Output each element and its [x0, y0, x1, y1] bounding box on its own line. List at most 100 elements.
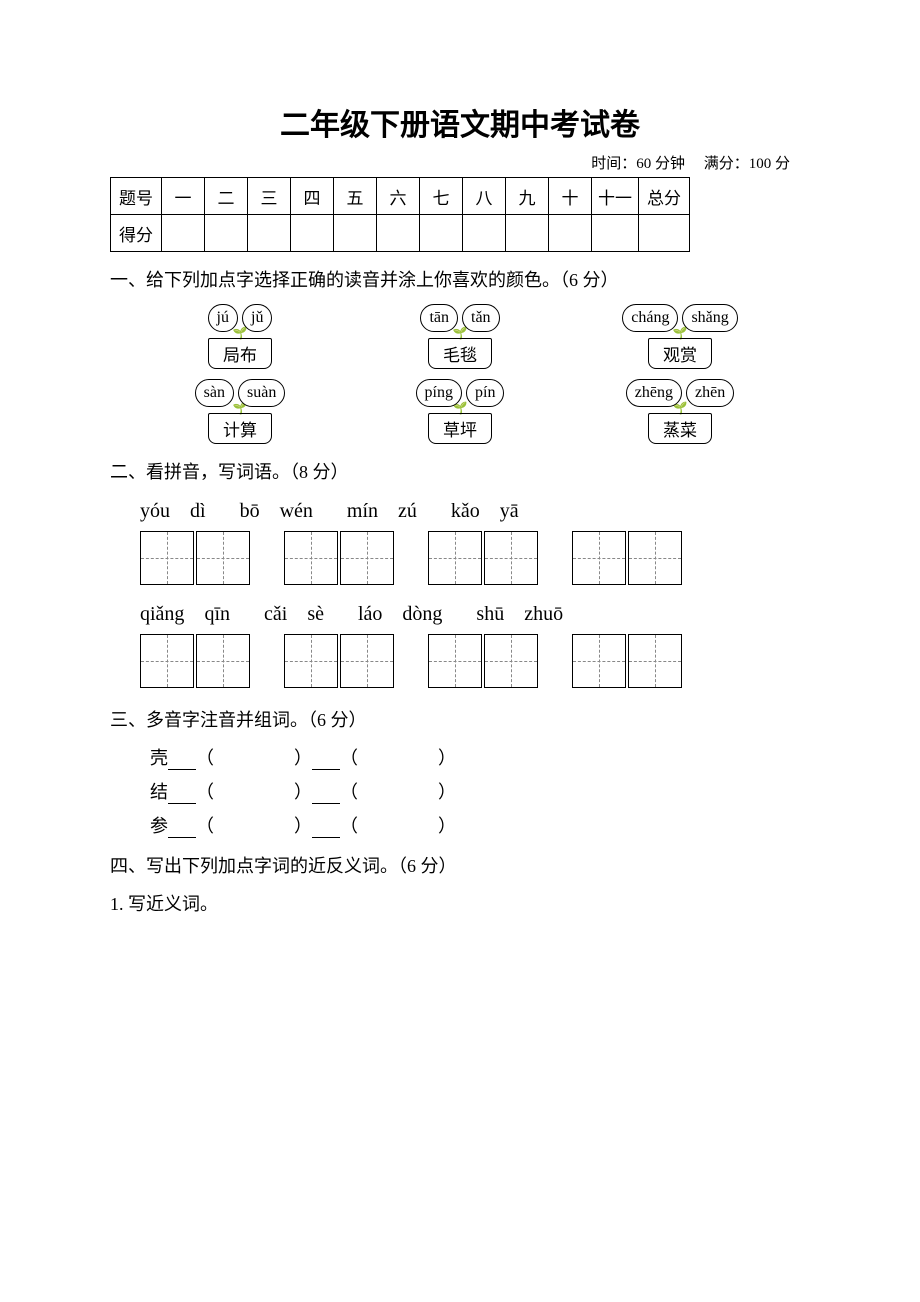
pinyin-syllable: shū	[476, 603, 504, 626]
q4-heading: 四、写出下列加点字词的近反义词。（6 分）	[110, 852, 810, 878]
row-label: 题号	[111, 178, 162, 215]
col-header: 六	[377, 178, 420, 215]
pinyin-syllable: yā	[500, 500, 519, 523]
tianzi-box[interactable]	[196, 531, 250, 585]
tianzi-box[interactable]	[196, 634, 250, 688]
pinyin-syllable: cǎi	[264, 603, 287, 626]
q4-sub1: 1. 写近义词。	[110, 890, 810, 916]
tianzi-box[interactable]	[284, 531, 338, 585]
pinyin-option[interactable]: suàn	[238, 379, 285, 407]
tianzi-box[interactable]	[572, 531, 626, 585]
tianzi-box[interactable]	[340, 531, 394, 585]
score-cell[interactable]	[420, 215, 463, 252]
score-cell[interactable]	[248, 215, 291, 252]
col-header: 八	[463, 178, 506, 215]
tianzi-group	[572, 531, 682, 585]
pinyin-option[interactable]: zhēn	[686, 379, 734, 407]
fullscore-label: 满分：100 分	[704, 156, 790, 172]
col-header: 总分	[639, 178, 690, 215]
col-header: 四	[291, 178, 334, 215]
table-row: 题号 一 二 三 四 五 六 七 八 九 十 十一 总分	[111, 178, 690, 215]
plant-stem-icon: 🌱	[233, 330, 248, 336]
word-label: 观赏	[648, 338, 712, 369]
pinyin-option[interactable]: zhēng	[626, 379, 682, 407]
q1-heading: 一、给下列加点字选择正确的读音并涂上你喜欢的颜色。（6 分）	[110, 266, 810, 292]
pinyin-option[interactable]: jǔ	[242, 304, 272, 332]
score-table: 题号 一 二 三 四 五 六 七 八 九 十 十一 总分 得分	[110, 177, 690, 252]
score-cell[interactable]	[463, 215, 506, 252]
pinyin-syllable: dì	[190, 500, 206, 523]
polyphone-line: 结（）（）	[150, 778, 810, 804]
pinyin-syllable: qīn	[204, 603, 230, 626]
score-cell[interactable]	[205, 215, 248, 252]
tianzi-group	[284, 634, 394, 688]
tianzi-group	[140, 531, 250, 585]
pinyin-group: cǎi sè	[264, 603, 324, 626]
tianzi-box[interactable]	[572, 634, 626, 688]
score-cell[interactable]	[549, 215, 592, 252]
score-cell[interactable]	[639, 215, 690, 252]
score-cell[interactable]	[334, 215, 377, 252]
tianzi-box[interactable]	[428, 531, 482, 585]
blank-field[interactable]	[312, 803, 340, 804]
col-header: 十一	[592, 178, 639, 215]
col-header: 五	[334, 178, 377, 215]
pinyin-group: qiǎng qīn	[140, 603, 230, 626]
col-header: 十	[549, 178, 592, 215]
pinyin-syllable: láo	[358, 603, 382, 626]
exam-page: 二年级下册语文期中考试卷 时间：60 分钟 满分：100 分 题号 一 二 三 …	[0, 0, 920, 962]
pinyin-group: kǎo yā	[451, 500, 519, 523]
pinyin-option[interactable]: tǎn	[462, 304, 500, 332]
score-cell[interactable]	[291, 215, 334, 252]
blank-field[interactable]	[312, 769, 340, 770]
pinyin-group: mín zú	[347, 500, 417, 523]
tianzi-box[interactable]	[428, 634, 482, 688]
time-label: 时间：60 分钟	[591, 156, 685, 172]
tianzi-box[interactable]	[140, 634, 194, 688]
pinyin-syllable: wén	[280, 500, 313, 523]
tianzi-box[interactable]	[484, 634, 538, 688]
pinyin-option[interactable]: cháng	[622, 304, 678, 332]
pinyin-option[interactable]: pín	[466, 379, 504, 407]
polyphone-char: 参	[150, 816, 168, 836]
tianzi-group	[284, 531, 394, 585]
score-cell[interactable]	[377, 215, 420, 252]
pinyin-syllable: zú	[398, 500, 417, 523]
pinyin-choice-pot: píng pín 🌱 草坪	[380, 379, 540, 444]
pinyin-choice-pot: tān tǎn 🌱 毛毯	[380, 304, 540, 369]
blank-field[interactable]	[168, 837, 196, 838]
pinyin-choice-pot: jú jǔ 🌱 局布	[160, 304, 320, 369]
col-header: 二	[205, 178, 248, 215]
pinyin-option[interactable]: sàn	[195, 379, 234, 407]
col-header: 七	[420, 178, 463, 215]
plant-stem-icon: 🌱	[453, 405, 468, 411]
q2-heading: 二、看拼音，写词语。（8 分）	[110, 458, 810, 484]
blank-field[interactable]	[168, 769, 196, 770]
polyphone-line: 参（）（）	[150, 812, 810, 838]
blank-field[interactable]	[312, 837, 340, 838]
pinyin-syllable: yóu	[140, 500, 170, 523]
score-cell[interactable]	[506, 215, 549, 252]
pinyin-syllable: mín	[347, 500, 378, 523]
score-cell[interactable]	[162, 215, 205, 252]
tianzi-box[interactable]	[284, 634, 338, 688]
pinyin-syllable: zhuō	[524, 603, 563, 626]
meta-line: 时间：60 分钟 满分：100 分	[110, 152, 810, 173]
tianzi-group	[140, 634, 250, 688]
pinyin-option[interactable]: jú	[208, 304, 238, 332]
tianzi-box[interactable]	[340, 634, 394, 688]
pinyin-group: shū zhuō	[476, 603, 563, 626]
pinyin-choice-pot: sàn suàn 🌱 计算	[160, 379, 320, 444]
pinyin-option[interactable]: tān	[420, 304, 458, 332]
blank-field[interactable]	[168, 803, 196, 804]
word-label: 毛毯	[428, 338, 492, 369]
tianzi-box[interactable]	[628, 634, 682, 688]
score-cell[interactable]	[592, 215, 639, 252]
word-label: 局布	[208, 338, 272, 369]
tianzi-box[interactable]	[628, 531, 682, 585]
pinyin-option[interactable]: shǎng	[682, 304, 737, 332]
tianzi-box[interactable]	[140, 531, 194, 585]
q3-heading: 三、多音字注音并组词。（6 分）	[110, 706, 810, 732]
tianzi-box[interactable]	[484, 531, 538, 585]
pinyin-option[interactable]: píng	[416, 379, 462, 407]
